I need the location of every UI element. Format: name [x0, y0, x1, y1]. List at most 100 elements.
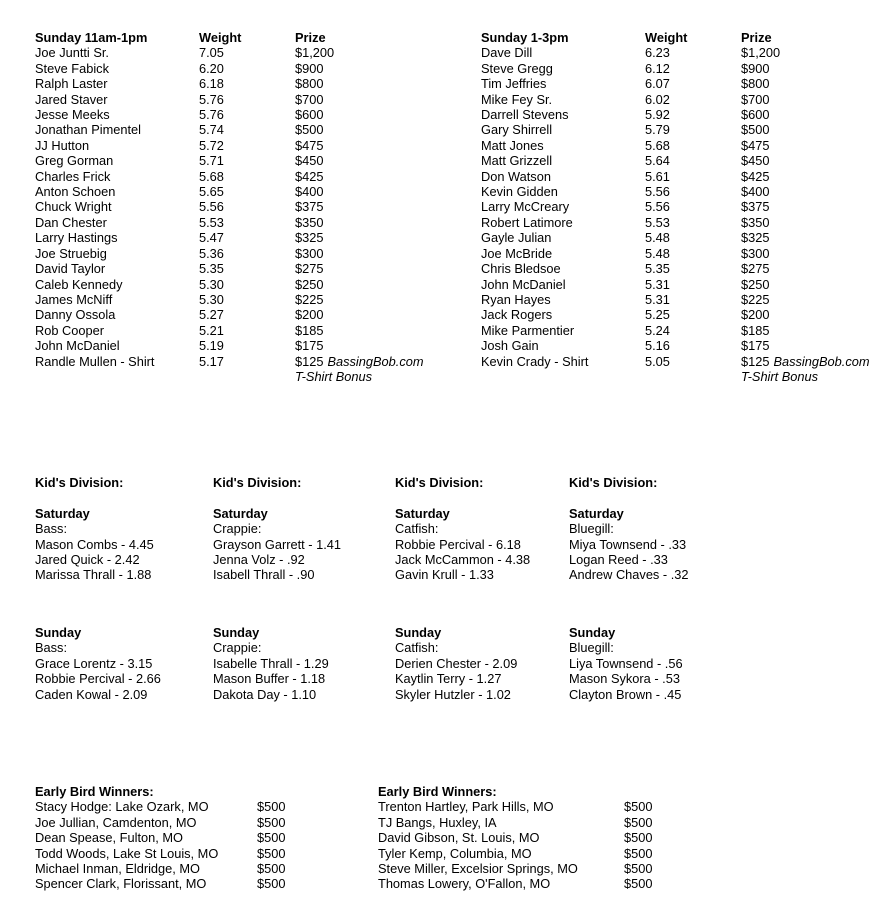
weight-value: 5.92 [645, 107, 670, 123]
result-row: Rob Cooper 5.21 $185 [35, 323, 424, 338]
prize-value: $500 [295, 122, 324, 138]
winner-prize: $500 [624, 830, 653, 846]
result-row: Dave Dill 6.23 $1,200 [481, 45, 870, 60]
prize-value: $400 [295, 184, 324, 200]
result-row: Randle Mullen - Shirt 5.17 $125 BassingBo… [35, 354, 424, 385]
weight-value: 6.23 [645, 45, 670, 61]
kids-division-sunday: Sunday Bass: Grace Lorentz - 3.15 Robbie… [35, 625, 865, 755]
prize-cell: $1,200 [741, 45, 780, 60]
angler-name: Jonathan Pimentel [35, 122, 141, 138]
weight-value: 5.19 [199, 338, 224, 354]
prize-cell: $225 [295, 292, 323, 307]
prize-sponsor-note: BassingBob.com [327, 353, 424, 369]
weight-value: 5.74 [199, 122, 224, 138]
prize-cell: $400 [741, 184, 769, 199]
prize-cell: $450 [295, 153, 323, 168]
prize-cell: $275 [295, 261, 323, 276]
early-bird-row: TJ Bangs, Huxley, IA $500 [378, 815, 652, 830]
table-title: Sunday 1-3pm [481, 30, 569, 45]
prize-cell: $175 [741, 338, 769, 353]
prize-value: $350 [741, 214, 770, 230]
early-bird-heading: Early Bird Winners: [378, 784, 497, 799]
weight-value: 5.65 [199, 184, 224, 200]
kids-day-label: Sunday [395, 625, 442, 640]
kids-category-column: Sunday Catfish: Derien Chester - 2.09 Ka… [395, 625, 571, 702]
prize-value: $600 [741, 107, 770, 123]
prize-cell: $125 BassingBob.com T-Shirt Bonus [741, 354, 870, 385]
prize-cell: $450 [741, 153, 769, 168]
weight-value: 5.56 [645, 184, 670, 200]
prize-cell: $500 [295, 122, 323, 137]
weight-value: 5.31 [645, 276, 670, 292]
weight-value: 5.36 [199, 245, 224, 261]
prize-value: $600 [295, 107, 324, 123]
kids-category-label: Bluegill: [569, 521, 614, 537]
result-row: Darrell Stevens 5.92 $600 [481, 107, 870, 122]
angler-name: Joe McBride [481, 245, 553, 261]
kids-entry: Mason Combs - 4.45 [35, 536, 154, 552]
early-bird-row: Thomas Lowery, O'Fallon, MO $500 [378, 876, 652, 891]
kids-entry: Derien Chester - 2.09 [395, 655, 518, 671]
angler-name: Jack Rogers [481, 307, 553, 323]
prize-cell: $700 [741, 92, 769, 107]
result-row: JJ Hutton 5.72 $475 [35, 138, 424, 153]
angler-name: Ryan Hayes [481, 291, 551, 307]
prize-cell: $900 [295, 61, 323, 76]
prize-value: $125 [741, 353, 770, 369]
weight-value: 5.64 [645, 153, 670, 169]
table-header-row: Sunday 11am-1pm Weight Prize [35, 30, 424, 45]
early-bird-winners-right: Early Bird Winners: Trenton Hartley, Par… [378, 784, 652, 892]
prize-bonus-note: T-Shirt Bonus [741, 368, 819, 384]
kids-entry: Skyler Hutzler - 1.02 [395, 686, 511, 702]
prize-cell: $350 [295, 215, 323, 230]
result-row: Don Watson 5.61 $425 [481, 169, 870, 184]
angler-name: John McDaniel [35, 338, 120, 354]
result-row: Steve Fabick 6.20 $900 [35, 61, 424, 76]
result-row: Gary Shirrell 5.79 $500 [481, 122, 870, 137]
result-row: Mike Fey Sr. 6.02 $700 [481, 92, 870, 107]
prize-cell: $375 [295, 199, 323, 214]
kids-entry: Mason Sykora - .53 [569, 671, 680, 687]
weight-value: 6.02 [645, 91, 670, 107]
kids-entry: Liya Townsend - .56 [569, 655, 683, 671]
result-row: Ryan Hayes 5.31 $225 [481, 292, 870, 307]
prize-value: $225 [295, 291, 324, 307]
prize-value: $700 [741, 91, 770, 107]
winner-prize: $500 [257, 799, 286, 815]
winner-name: Trenton Hartley, Park Hills, MO [378, 799, 554, 815]
weight-value: 5.30 [199, 276, 224, 292]
kids-category-label: Catfish: [395, 521, 439, 537]
kids-day-label: Sunday [35, 625, 82, 640]
prize-cell: $250 [295, 277, 323, 292]
angler-name: Robert Latimore [481, 214, 573, 230]
prize-value: $300 [295, 245, 324, 261]
kids-entry: Gavin Krull - 1.33 [395, 567, 494, 583]
angler-name: Tim Jeffries [481, 76, 547, 92]
kids-category-column: Sunday Bluegill: Liya Townsend - .56 Mas… [569, 625, 745, 702]
angler-name: Chris Bledsoe [481, 261, 561, 277]
prize-cell: $250 [741, 277, 769, 292]
prize-cell: $225 [741, 292, 769, 307]
result-row: Gayle Julian 5.48 $325 [481, 230, 870, 245]
angler-name: Don Watson [481, 168, 551, 184]
weight-value: 7.05 [199, 45, 224, 61]
result-row: Josh Gain 5.16 $175 [481, 338, 870, 353]
kids-entry: Marissa Thrall - 1.88 [35, 567, 152, 583]
early-bird-row: Joe Jullian, Camdenton, MO $500 [35, 815, 285, 830]
prize-cell: $275 [741, 261, 769, 276]
winner-prize: $500 [257, 876, 286, 892]
winner-name: Joe Jullian, Camdenton, MO [35, 814, 197, 830]
result-row: Matt Grizzell 5.64 $450 [481, 153, 870, 168]
kids-category-column: Kid's Division: Saturday Bluegill: Miya … [569, 475, 745, 583]
prize-cell: $1,200 [295, 45, 334, 60]
angler-name: Jesse Meeks [35, 107, 110, 123]
prize-value: $175 [295, 338, 324, 354]
angler-name: JJ Hutton [35, 137, 90, 153]
prize-value: $375 [741, 199, 770, 215]
result-row: Larry McCreary 5.56 $375 [481, 199, 870, 214]
kids-day-label: Sunday [213, 625, 260, 640]
kids-day-label: Saturday [213, 505, 268, 521]
table-body: Joe Juntti Sr. 7.05 $1,200 Steve Fabick … [35, 45, 424, 384]
prize-cell: $900 [741, 61, 769, 76]
prize-cell: $350 [741, 215, 769, 230]
